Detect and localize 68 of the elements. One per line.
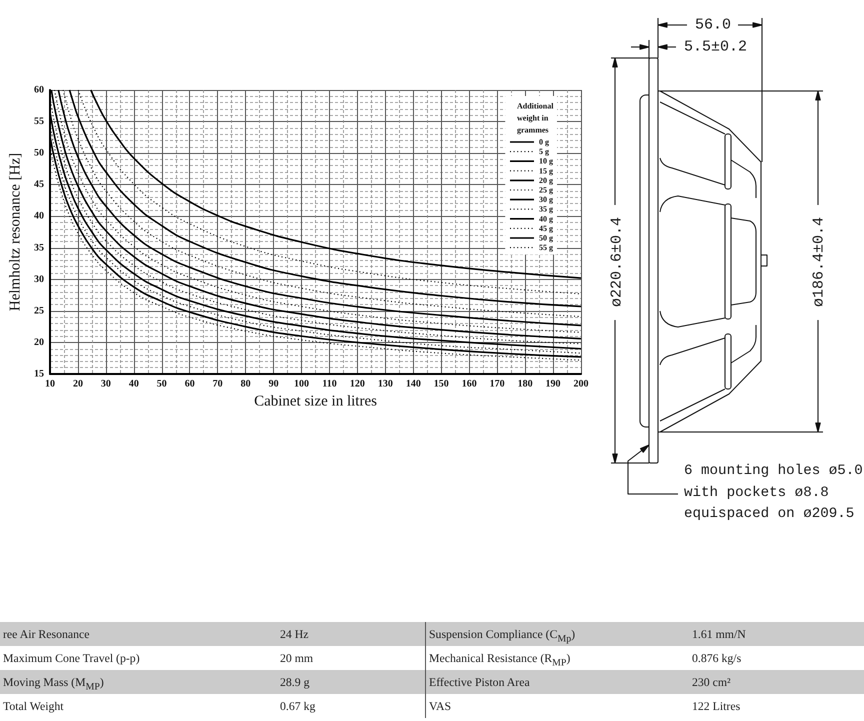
x-tick-label: 170 [490, 378, 505, 390]
y-tick-label: 40 [34, 210, 44, 222]
y-tick-label: 25 [34, 305, 44, 316]
text: Maximum Cone Travel (p-p) [3, 650, 140, 667]
x-tick-label: 180 [518, 378, 533, 390]
y-axis-title: Helmholtz resonance [Hz] [8, 152, 24, 312]
x-tick-label: 150 [434, 378, 449, 390]
x-tick-label: 200 [574, 378, 588, 390]
text: 0.67 kg [280, 698, 316, 715]
legend-label: 25 g [539, 186, 553, 194]
text: 56.0 [694, 16, 732, 34]
legend-label: 15 g [539, 166, 553, 176]
text: Effective Piston Area [425, 670, 530, 694]
text: ree Air Resonance [3, 626, 90, 643]
text: Suspension Compliance (C$_{Mp}$) [425, 622, 576, 646]
y-tick-label: 45 [34, 179, 44, 190]
x-tick-label: 130 [378, 378, 393, 390]
text: 6 mounting holes ø5.0 [684, 463, 863, 479]
x-tick-label: 70 [212, 378, 223, 390]
text: ø220.6±0.4 [608, 216, 626, 308]
legend-label: 45 g [539, 224, 553, 233]
x-tick-label: 90 [268, 378, 279, 390]
x-tick-label: 10 [45, 378, 55, 390]
y-tick-label: 35 [34, 242, 44, 254]
legend-label: 20 g [539, 176, 553, 185]
legend-label: 5 g [539, 147, 549, 156]
legend-label: 35 g [539, 204, 553, 214]
legend-label: 50 g [539, 234, 553, 242]
x-tick-label: 30 [100, 378, 111, 390]
legend-title: Additional weight in grammes [517, 102, 556, 134]
legend-label: 40 g [539, 214, 553, 224]
y-tick-label: 30 [34, 274, 44, 285]
text: 5.5±0.2 [684, 38, 748, 56]
text: 230 cm² [692, 674, 731, 691]
text: 24 Hz [280, 626, 309, 643]
text: 0.876 kg/s [692, 650, 742, 667]
y-tick-label: 55 [34, 116, 44, 128]
x-tick-label: 20 [72, 378, 83, 390]
y-tick-label: 20 [34, 336, 44, 348]
text: ø186.4±0.4 [810, 216, 828, 308]
text: VAS [425, 694, 452, 718]
x-tick-label: 120 [350, 378, 365, 390]
x-tick-label: 110 [322, 378, 337, 390]
text: equispaced on ø209.5 [684, 506, 854, 522]
legend-label: 55 g [539, 243, 553, 252]
legend-label: 0 g [539, 138, 549, 146]
legend-label: 10 g [539, 156, 553, 166]
x-tick-label: 50 [156, 378, 167, 390]
text: Mechanical Resistance (R$_{MP}$) [425, 646, 570, 670]
y-tick-label: 60 [34, 84, 44, 96]
text: 28.9 g [280, 674, 310, 691]
x-tick-label: 100 [294, 378, 310, 390]
x-tick-label: 60 [184, 378, 195, 390]
legend-label: 30 g [539, 195, 553, 204]
x-tick-label: 80 [240, 378, 251, 390]
text: Total Weight [3, 698, 64, 715]
text: with pockets ø8.8 [684, 485, 829, 501]
x-tick-label: 140 [406, 378, 421, 390]
x-axis-title: Cabinet size in litres [254, 393, 378, 410]
text: 122 Litres [692, 698, 740, 715]
y-tick-label: 15 [34, 368, 44, 380]
text: 1.61 mm/N [692, 626, 746, 643]
y-tick-label: 50 [34, 148, 44, 159]
x-tick-label: 190 [546, 378, 561, 390]
x-tick-label: 40 [128, 378, 139, 390]
text: Moving Mass (M$_{MP}$) [3, 674, 104, 694]
text: 20 mm [280, 650, 314, 667]
x-tick-label: 160 [462, 378, 477, 390]
